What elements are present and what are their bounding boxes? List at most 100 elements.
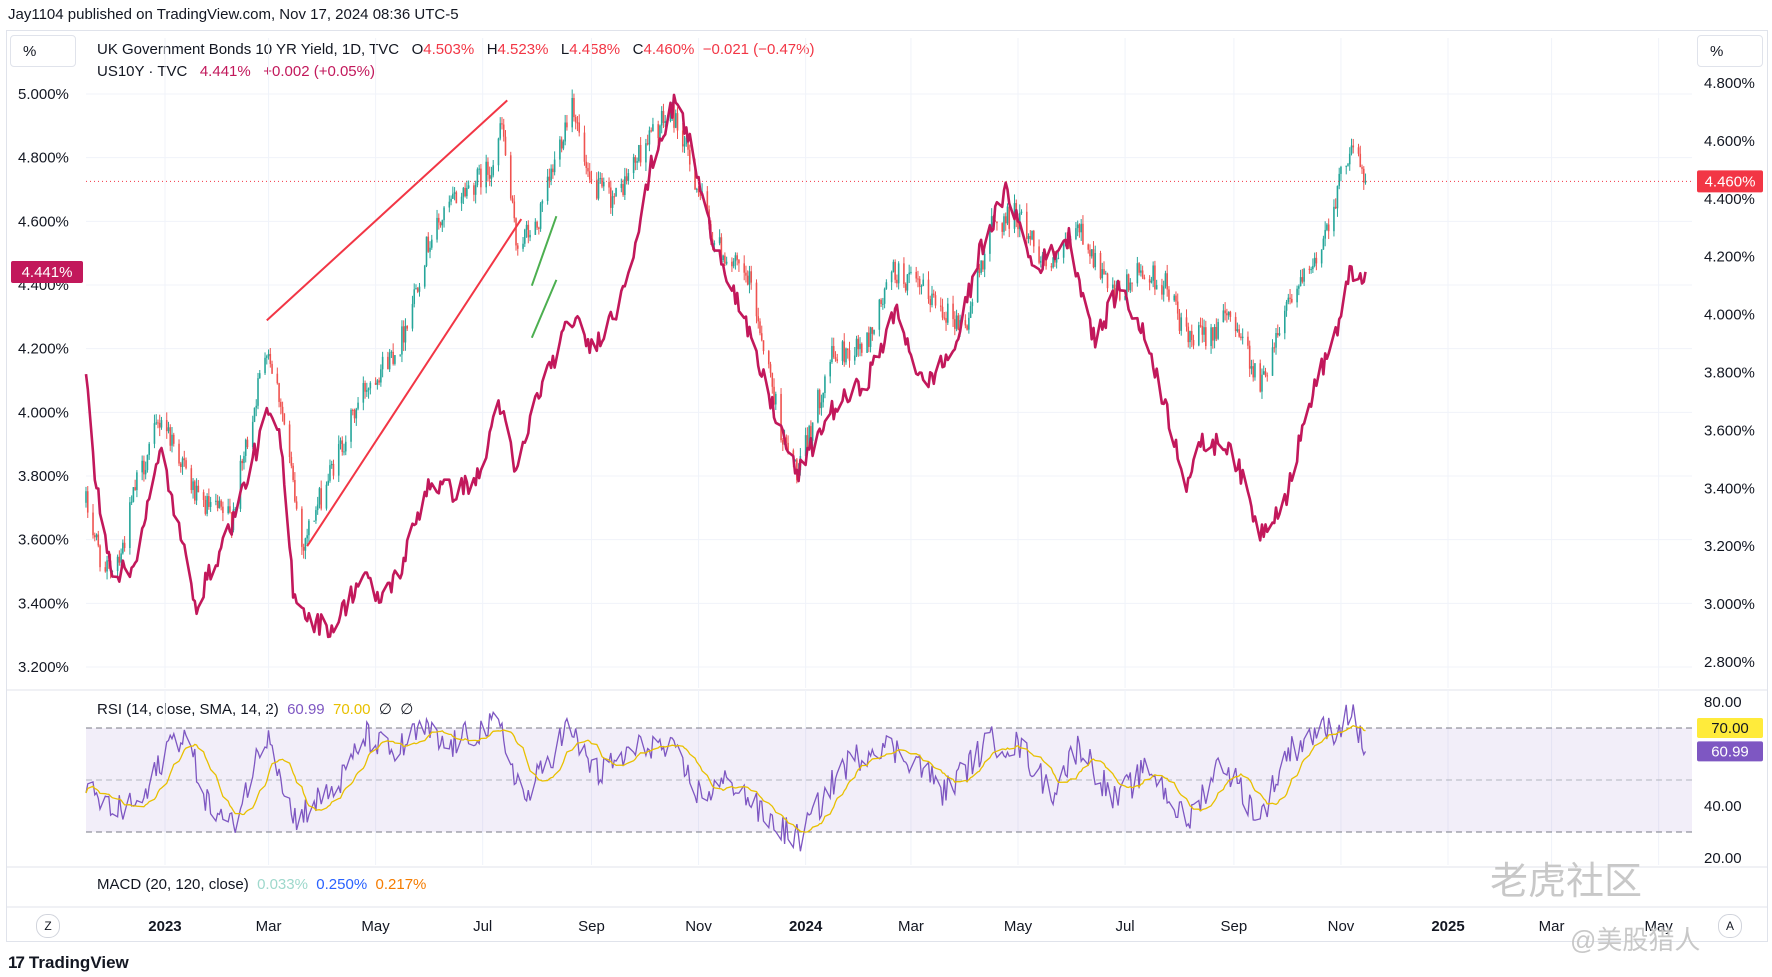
x-axis-tick-label: 2023: [148, 918, 181, 935]
uk-candle-body: [694, 164, 696, 190]
uk-candle-body: [1126, 274, 1128, 297]
uk-candle-body: [1252, 366, 1255, 378]
uk-candle-body: [713, 243, 716, 245]
uk-candle-body: [387, 356, 389, 370]
uk-candle-body: [1352, 145, 1355, 148]
trend-line: [530, 215, 558, 286]
uk-candle-body: [1326, 224, 1328, 230]
uk-candle-body: [903, 263, 905, 284]
uk-candle-body: [1213, 326, 1216, 341]
uk-candle-body: [148, 443, 150, 455]
uk-candle-body: [608, 181, 610, 188]
main-series-legend[interactable]: UK Government Bonds 10 YR Yield, 1D, TVC…: [97, 41, 814, 58]
uk-candle-body: [425, 236, 428, 266]
uk-candle-body: [676, 113, 679, 131]
macd-legend[interactable]: MACD (20, 120, close) 0.033% 0.250% 0.21…: [97, 876, 426, 893]
uk-candle-body: [853, 355, 856, 361]
uk-candle-body: [1197, 325, 1200, 346]
uk-candle-body: [538, 227, 540, 229]
uk-candle-body: [301, 508, 303, 547]
uk-candle-body: [966, 325, 968, 330]
chart-frame: [6, 30, 1768, 942]
left-unit-button[interactable]: %: [10, 35, 76, 67]
uk-candle-body: [810, 426, 812, 441]
x-axis-tick-label: 2025: [1431, 918, 1464, 935]
uk-candle-body: [1166, 273, 1168, 290]
uk-candle-body: [1111, 284, 1114, 289]
uk-candle-body: [473, 185, 475, 195]
uk-candle-body: [904, 283, 907, 291]
uk-candle-body: [278, 383, 280, 402]
rsi-axis-tick-label: 40.00: [1704, 798, 1742, 815]
rsi-legend[interactable]: RSI (14, close, SMA, 14, 2) 60.99 70.00 …: [97, 700, 413, 718]
uk-candle-body: [762, 340, 765, 352]
uk-candle-body: [1298, 286, 1300, 289]
uk-candle-body: [1154, 265, 1156, 290]
uk-candle-body: [1152, 265, 1154, 281]
uk-candle-body: [885, 282, 888, 289]
uk-candle-body: [536, 221, 538, 228]
uk-candle-body: [932, 293, 935, 296]
uk-candle-body: [1283, 310, 1286, 334]
x-axis-tick-label: Nov: [1328, 918, 1355, 935]
rsi-title: RSI (14, close, SMA, 14, 2): [97, 701, 279, 718]
uk-candle-body: [92, 512, 94, 536]
uk-candle-body: [818, 390, 821, 409]
uk-candle-body: [499, 123, 502, 139]
uk-candle-body: [1094, 253, 1097, 268]
uk-candle-body: [1038, 246, 1040, 263]
uk-candle-body: [1033, 230, 1035, 247]
uk-candle-body: [1131, 282, 1133, 284]
uk-candle-body: [622, 183, 624, 195]
uk-candle-body: [1217, 322, 1219, 339]
rsi-symbol-2: ∅: [400, 701, 414, 718]
uk-candle-body: [659, 125, 661, 139]
tradingview-logo-icon: 17: [8, 953, 25, 972]
uk-candle-body: [550, 168, 552, 181]
uk-candle-body: [648, 130, 651, 145]
uk-candle-body: [1250, 366, 1253, 369]
uk-candle-body: [129, 502, 131, 548]
uk-candle-body: [541, 201, 544, 204]
uk-candle-body: [153, 423, 156, 444]
uk-candle-body: [590, 179, 593, 181]
uk-candle-body: [169, 427, 172, 446]
uk-candle-body: [1040, 260, 1042, 263]
uk-candle-body: [601, 177, 603, 187]
uk-candle-body: [718, 237, 721, 244]
uk-candle-body: [1127, 274, 1130, 291]
uk-candle-body: [185, 460, 187, 469]
right-unit-button[interactable]: %: [1697, 35, 1763, 67]
zoom-button[interactable]: Z: [36, 914, 60, 938]
uk-candle-body: [388, 352, 391, 370]
uk-candle-body: [1192, 340, 1195, 346]
trend-line: [306, 218, 523, 547]
uk-candle-body: [157, 422, 159, 424]
uk-candle-body: [878, 299, 881, 330]
uk-candle-body: [1210, 327, 1212, 347]
uk-candle-body: [141, 460, 143, 473]
uk-candle-body: [1055, 258, 1058, 263]
uk-candle-body: [320, 488, 322, 509]
uk-candle-body: [627, 173, 630, 181]
uk-candle-body: [1229, 311, 1232, 317]
uk-candle-body: [724, 255, 726, 264]
uk-candle-body: [804, 435, 807, 457]
uk-candle-body: [1148, 279, 1151, 283]
uk-candle-body: [706, 191, 709, 210]
rsi-value: 60.99: [287, 701, 325, 718]
uk-candle-body: [664, 121, 667, 124]
uk-candle-body: [1338, 173, 1341, 186]
tradingview-logo[interactable]: 17 TradingView: [8, 953, 129, 973]
uk-candle-body: [241, 460, 244, 464]
uk-candle-body: [922, 279, 925, 286]
uk-candle-body: [548, 176, 551, 181]
left-axis-tick-label: 4.800%: [18, 150, 69, 167]
auto-scale-button[interactable]: A: [1718, 914, 1742, 938]
uk-candle-body: [525, 224, 528, 230]
uk-candle-body: [251, 421, 254, 448]
uk-candle-body: [330, 463, 333, 466]
x-axis-tick-label: Sep: [578, 918, 605, 935]
uk-candle-body: [1273, 347, 1276, 349]
